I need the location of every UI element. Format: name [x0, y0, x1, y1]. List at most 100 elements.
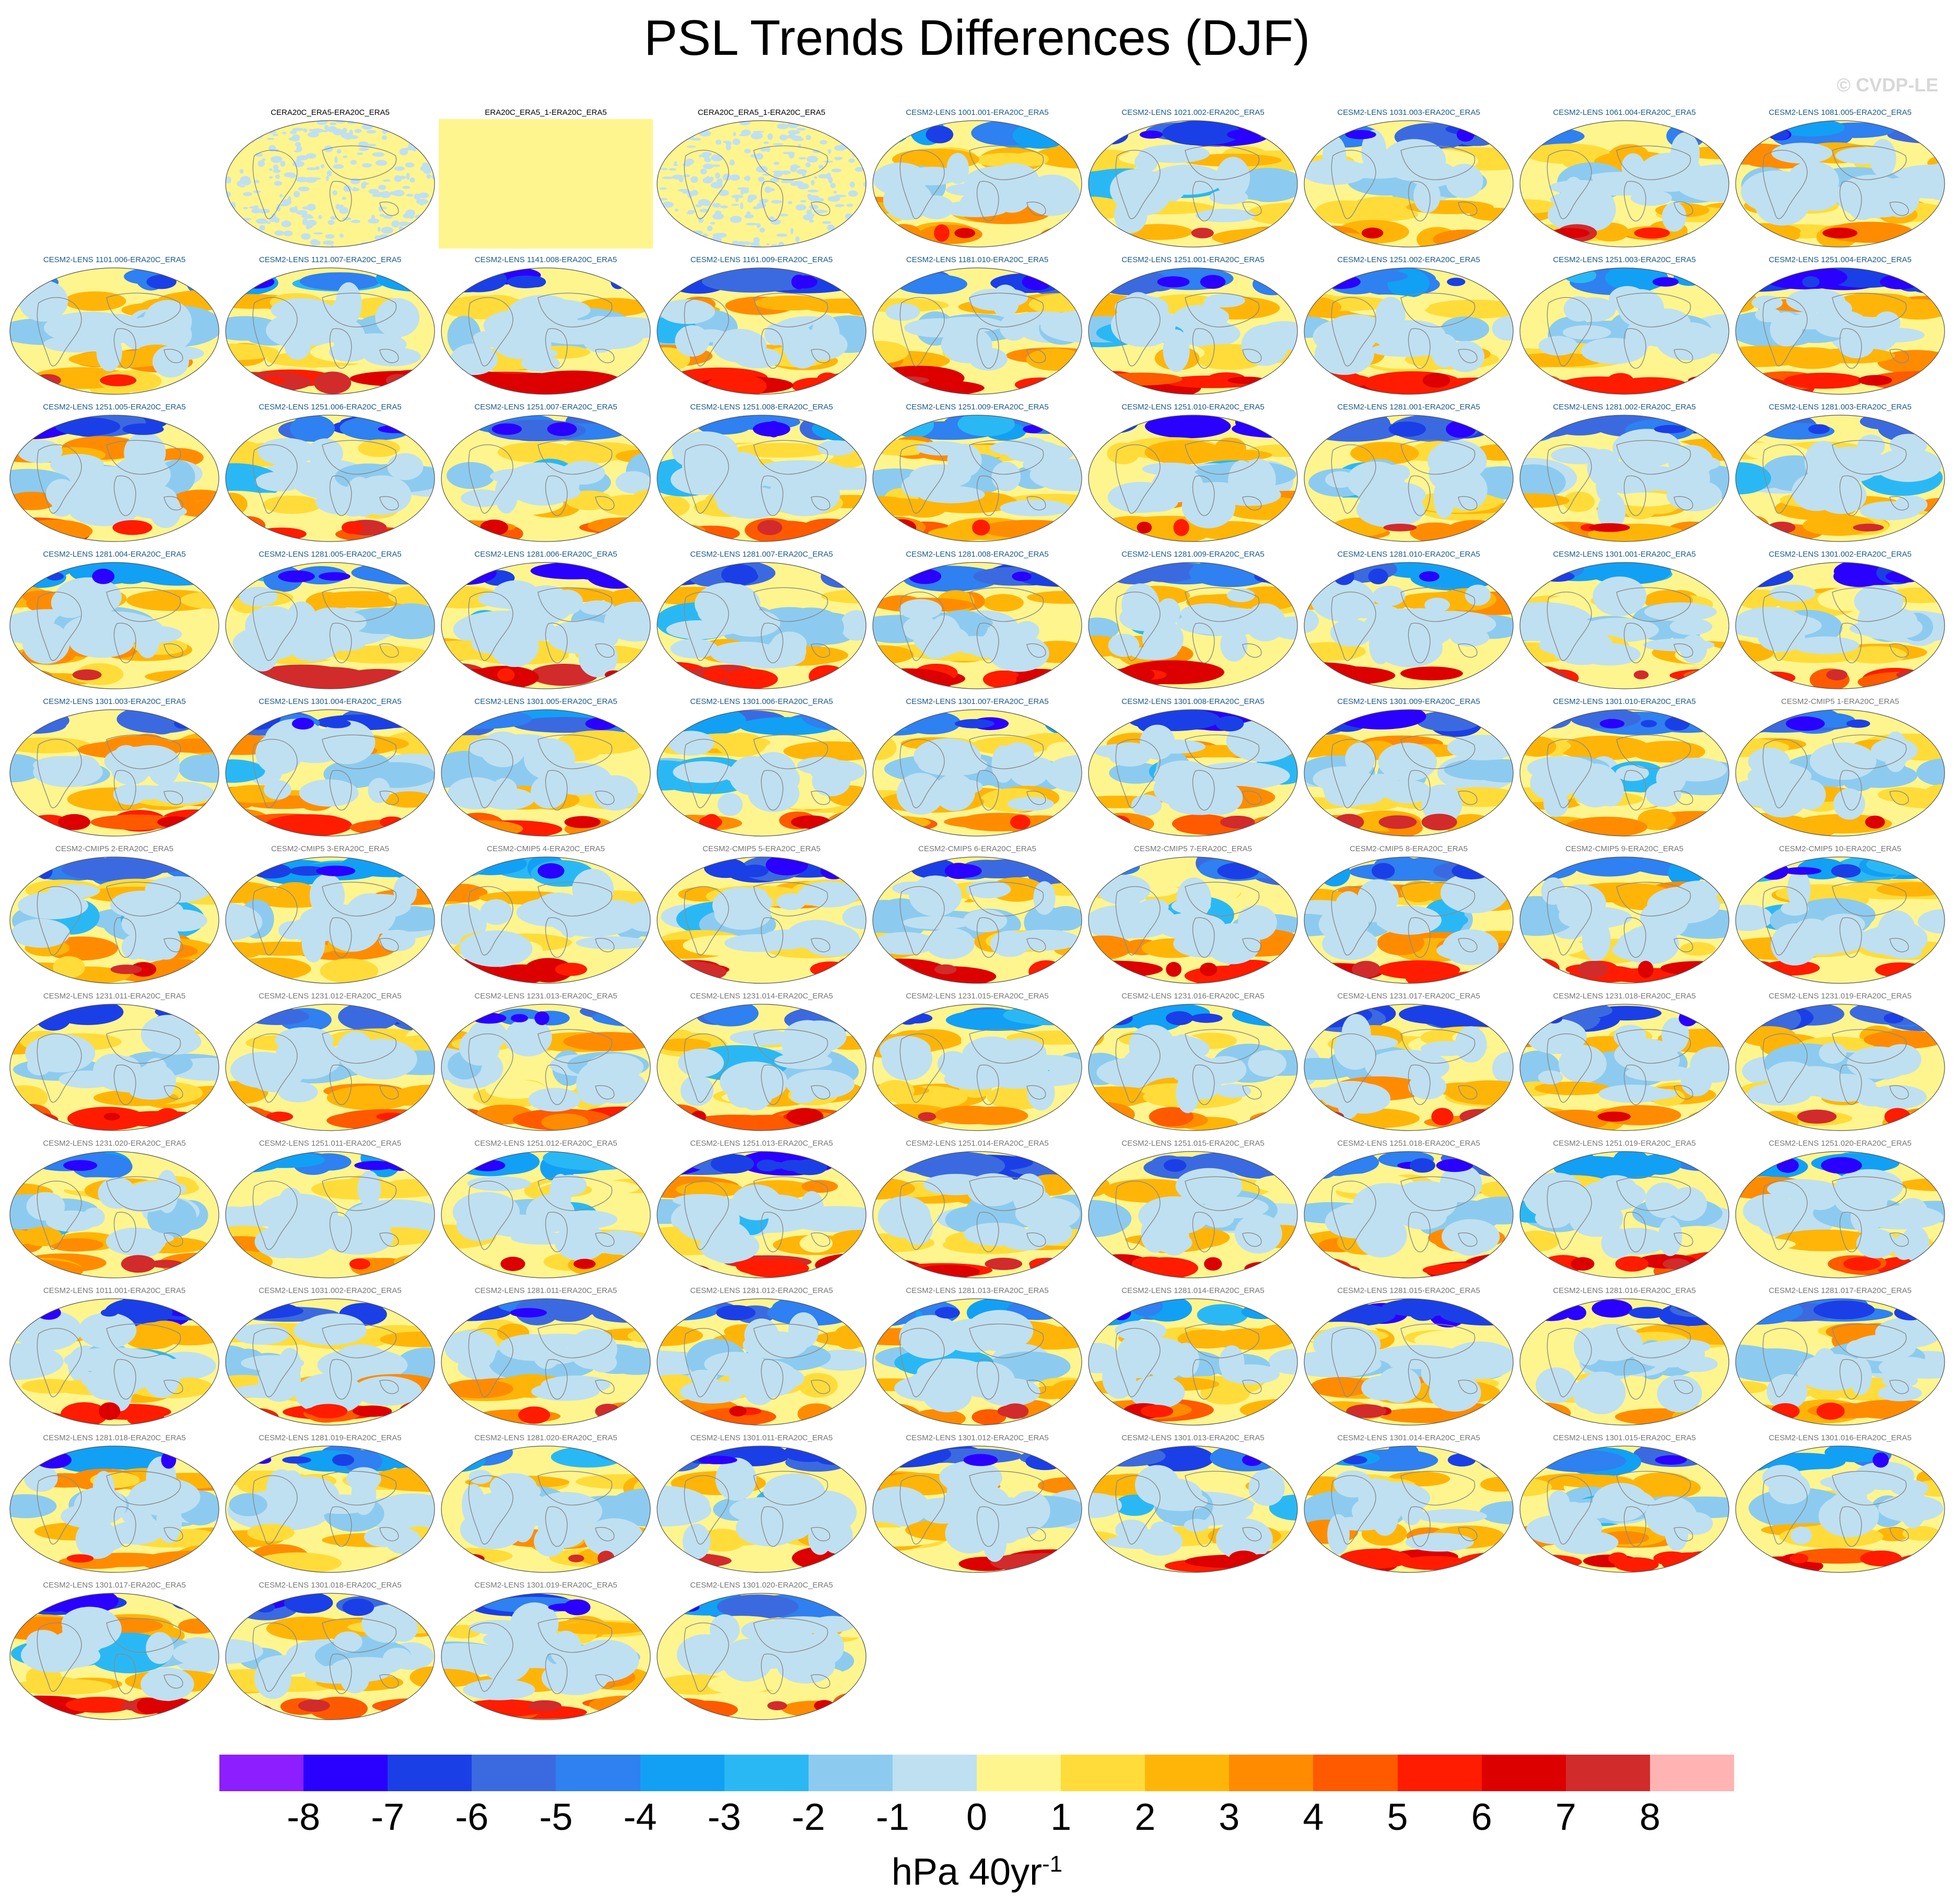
- map-blob: [1241, 324, 1289, 366]
- map-blob: [861, 133, 866, 140]
- map-blob: [691, 176, 698, 183]
- map-blob: [1666, 757, 1727, 782]
- map-blob: [657, 496, 690, 517]
- map-core: [568, 1554, 584, 1562]
- map-blob: [1413, 179, 1441, 213]
- map-blob: [783, 741, 866, 761]
- map-blob: [463, 1336, 496, 1369]
- map-blob: [342, 196, 346, 200]
- map-blob: [739, 121, 751, 125]
- map-blob: [332, 128, 343, 136]
- map-border: [1519, 1004, 1729, 1131]
- map-blob: [145, 1057, 167, 1079]
- map-blob: [710, 237, 722, 243]
- map-core: [497, 668, 515, 681]
- map-border: [9, 709, 219, 837]
- map-border: [441, 562, 651, 689]
- panel-label: ERA20C_ERA5_1-ERA20C_ERA5: [485, 108, 607, 117]
- map-blob: [969, 347, 1008, 371]
- map-blob: [143, 1355, 181, 1398]
- map-svg: [872, 415, 1082, 542]
- map-blob: [441, 1251, 462, 1275]
- map-core: [240, 275, 275, 289]
- map-panel: CESM2-LENS 1281.015-ERA20C_ERA5: [1302, 1286, 1516, 1427]
- map-field: [1089, 1004, 1297, 1131]
- coastline: [379, 349, 399, 363]
- coastline: [537, 292, 613, 327]
- map-field: [873, 268, 1082, 394]
- map-blob: [1787, 869, 1811, 910]
- map-core: [1388, 421, 1426, 437]
- map-blob: [1550, 191, 1613, 208]
- coastline: [1547, 591, 1592, 661]
- map-core: [130, 962, 157, 977]
- map-blob: [722, 668, 778, 689]
- map-blob: [1007, 797, 1055, 811]
- map-blob: [1014, 377, 1066, 392]
- map-blob: [624, 1004, 650, 1019]
- map-blob: [1351, 1496, 1402, 1526]
- map-svg: [1088, 1445, 1298, 1573]
- map-blob: [1698, 1406, 1729, 1425]
- map-blob: [1231, 965, 1277, 982]
- map-blob: [112, 1231, 174, 1245]
- map-core: [1436, 1159, 1473, 1172]
- map-panel: CESM2-CMIP5 3-ERA20C_ERA5: [223, 844, 437, 985]
- map-blob: [350, 219, 361, 224]
- map-blob: [1541, 877, 1565, 905]
- map-blob: [802, 519, 855, 536]
- map-svg: [225, 856, 435, 984]
- map-blob: [330, 216, 337, 220]
- map-svg: [441, 1298, 651, 1426]
- map-blob: [1089, 1408, 1116, 1424]
- map-blob: [844, 142, 849, 146]
- map-panel: CESM2-LENS 1301.003-ERA20C_ERA5: [7, 697, 221, 838]
- map-blob: [419, 1111, 435, 1131]
- map-core: [1446, 420, 1476, 438]
- map-blob: [394, 175, 402, 182]
- map-blob: [1520, 493, 1570, 508]
- map-blob: [879, 1036, 931, 1065]
- map-blob: [1916, 758, 1945, 786]
- map-panel: CESM2-LENS 1281.018-ERA20C_ERA5: [7, 1433, 221, 1574]
- map-blob: [850, 1554, 866, 1572]
- map-core: [1227, 377, 1266, 384]
- map-blob: [743, 241, 751, 245]
- panel-label: CESM2-LENS 1001.001-ERA20C_ERA5: [906, 108, 1049, 117]
- map-blob: [315, 488, 373, 515]
- map-svg: [657, 562, 867, 689]
- panel-label: CESM2-LENS 1281.008-ERA20C_ERA5: [906, 550, 1049, 559]
- map-blob: [426, 174, 431, 179]
- panel-label: CESM2-LENS 1251.008-ERA20C_ERA5: [690, 403, 833, 412]
- map-blob: [226, 759, 265, 783]
- map-blob: [431, 150, 435, 157]
- map-blob: [1378, 743, 1437, 781]
- map-core: [510, 1014, 528, 1022]
- map-field: [1304, 268, 1513, 394]
- coastline: [1832, 882, 1907, 916]
- map-panel: CESM2-LENS 1301.011-ERA20C_ERA5: [654, 1433, 869, 1574]
- map-core: [1551, 228, 1590, 239]
- coastline: [545, 1064, 568, 1106]
- coastline: [1547, 886, 1592, 956]
- coastline: [595, 791, 615, 805]
- map-blob: [873, 269, 895, 284]
- map-blob: [1609, 286, 1646, 313]
- map-core: [741, 864, 769, 877]
- map-core: [341, 521, 364, 534]
- coastline: [37, 1180, 82, 1250]
- map-blob: [541, 1376, 611, 1394]
- map-core: [598, 1550, 615, 1567]
- map-blob: [202, 1446, 219, 1467]
- coastline: [37, 738, 82, 808]
- map-blob: [1850, 1200, 1882, 1234]
- map-blob: [1089, 1446, 1166, 1467]
- map-core: [466, 1305, 501, 1321]
- map-blob: [996, 1519, 1021, 1544]
- map-svg: [225, 1445, 435, 1573]
- map-core: [1378, 815, 1417, 829]
- map-svg: [225, 1151, 435, 1278]
- map-blob: [133, 935, 173, 961]
- panel-label: CESM2-LENS 1301.005-ERA20C_ERA5: [474, 697, 617, 706]
- panel-label: CESM2-LENS 1281.012-ERA20C_ERA5: [690, 1286, 833, 1295]
